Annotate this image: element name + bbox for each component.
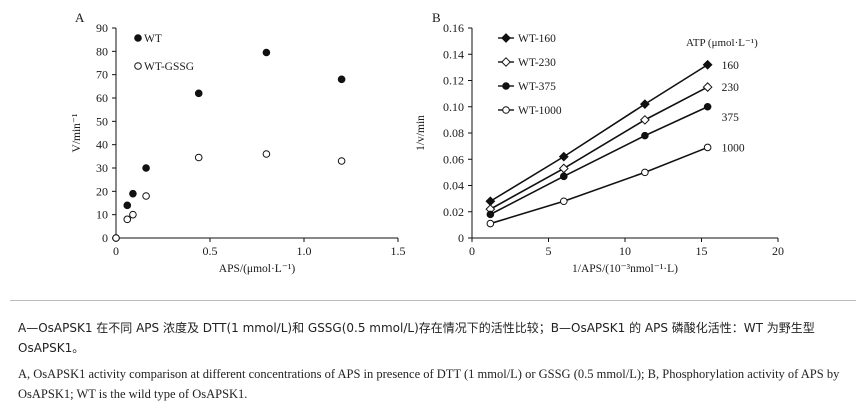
chart-0-y-tick-label: 10	[96, 208, 108, 222]
chart-0-y-tick-label: 20	[96, 184, 108, 198]
chart-0-y-tick-label: 80	[96, 44, 108, 58]
chart-1-data-point	[486, 219, 495, 228]
chart-1-y-tick-label: 0	[458, 231, 464, 245]
chart-1-panel-label: B	[432, 10, 441, 25]
chart-1-y-tick-label: 0.06	[443, 152, 464, 166]
caption-chinese: A—OsAPSK1 在不同 APS 浓度及 DTT(1 mmol/L)和 GSS…	[18, 321, 815, 355]
chart-1-y-tick-label: 0.16	[443, 21, 464, 35]
chart-1-legend-marker	[502, 82, 510, 90]
chart-0-legend-marker	[134, 62, 142, 70]
chart-1-data-point	[702, 59, 713, 70]
chart-0-legend-label: WT	[144, 33, 162, 45]
chart-1-series-end-label: 230	[722, 82, 740, 94]
chart-1-data-point	[558, 151, 569, 162]
chart-0-x-axis-label: APS/(μmol·L⁻¹)	[219, 263, 296, 275]
chart-1-legend-label: WT-230	[518, 57, 556, 69]
chart-0-x-tick-label: 0.5	[203, 244, 218, 258]
chart-0-x-tick-label: 0	[113, 244, 119, 258]
chart-1-annotation-header: ATP (μmol·L⁻¹)	[686, 37, 758, 49]
chart-0-data-point	[262, 48, 271, 57]
chart-1-data-point	[639, 99, 650, 110]
chart-0-legend-label: WT-GSSG	[144, 61, 194, 73]
chart-0-data-point	[123, 201, 132, 210]
chart-0-data-point	[112, 234, 120, 242]
chart-1-data-point	[641, 131, 649, 140]
chart-0-legend-marker	[134, 34, 142, 42]
chart-1-x-axis-label: 1/APS/(10⁻³nmol⁻¹·L)	[572, 263, 678, 275]
chart-1-data-point	[560, 197, 568, 206]
chart-0-y-tick-label: 50	[96, 114, 108, 128]
chart-0-data-point	[142, 164, 150, 172]
chart-0-x-tick-label: 1.5	[391, 244, 406, 258]
chart-1-legend-marker	[501, 57, 511, 67]
chart-0-x-tick-label: 1.0	[297, 244, 312, 258]
chart-0-y-tick-label: 0	[102, 231, 108, 245]
chart-1-series-line-0	[489, 64, 709, 202]
chart-1-y-tick-label: 0.08	[443, 126, 464, 140]
chart-1-y-tick-label: 0.12	[443, 74, 464, 88]
chart-0-data-point	[194, 153, 203, 162]
chart-0-data-point	[194, 89, 203, 98]
chart-1-legend-label: WT-1000	[518, 105, 562, 117]
chart-1-y-axis-label: 1/v/min	[415, 115, 427, 151]
chart-0-y-tick-label: 30	[96, 161, 108, 175]
chart-1-legend-label: WT-375	[518, 81, 556, 93]
chart-1-y-tick-label: 0.02	[443, 205, 464, 219]
chart-1-x-tick-label: 15	[696, 244, 708, 258]
chart-1-data-point	[639, 114, 650, 125]
chart-1-data-point	[558, 163, 569, 174]
chart-1-data-point	[703, 143, 712, 152]
chart-1-legend-marker	[501, 33, 511, 43]
chart-1-series-end-label: 375	[722, 112, 740, 124]
chart-1-y-tick-label: 0.14	[443, 47, 464, 61]
chart-0-data-point	[123, 215, 132, 224]
chart-0-y-tick-label: 70	[96, 68, 108, 82]
caption-english: A, OsAPSK1 activity comparison at differ…	[18, 367, 840, 401]
chart-1-x-tick-label: 5	[546, 244, 552, 258]
chart-1-y-tick-label: 0.04	[443, 179, 464, 193]
chart-1-series-line-3	[490, 146, 708, 225]
chart-1-data-point	[560, 172, 568, 181]
chart-1-data-point	[702, 82, 713, 92]
caption-divider	[10, 300, 856, 301]
chart-0-data-point	[337, 157, 346, 165]
chart-1-x-tick-label: 20	[772, 244, 784, 258]
chart-1-legend-marker	[502, 106, 510, 114]
chart-1-data-point	[486, 210, 495, 219]
chart-1-series-end-label: 160	[722, 60, 740, 72]
chart-0-data-point	[262, 150, 271, 158]
chart-0-y-tick-label: 40	[96, 138, 108, 152]
chart-0-data-point	[142, 192, 150, 200]
chart-1-series-line-1	[489, 86, 708, 210]
chart-1-x-tick-label: 0	[469, 244, 475, 258]
chart-0-data-point	[337, 75, 346, 84]
chart-0-y-tick-label: 60	[96, 91, 108, 105]
chart-1-data-point	[703, 102, 712, 111]
chart-1-y-tick-label: 0.10	[443, 100, 464, 114]
chart-0-data-point	[129, 189, 137, 198]
chart-1-series-end-label: 1000	[722, 142, 745, 154]
chart-1-legend-label: WT-160	[518, 33, 556, 45]
chart-1-data-point	[485, 196, 496, 207]
chart-0-data-point	[129, 210, 137, 219]
chart-0-y-tick-label: 90	[96, 21, 108, 35]
chart-0-y-axis-label: V/min⁻¹	[71, 113, 83, 152]
chart-1-data-point	[641, 168, 649, 177]
chart-0-panel-label: A	[75, 10, 85, 25]
chart-1-x-tick-label: 10	[619, 244, 631, 258]
chart-1-series-line-2	[489, 106, 708, 216]
